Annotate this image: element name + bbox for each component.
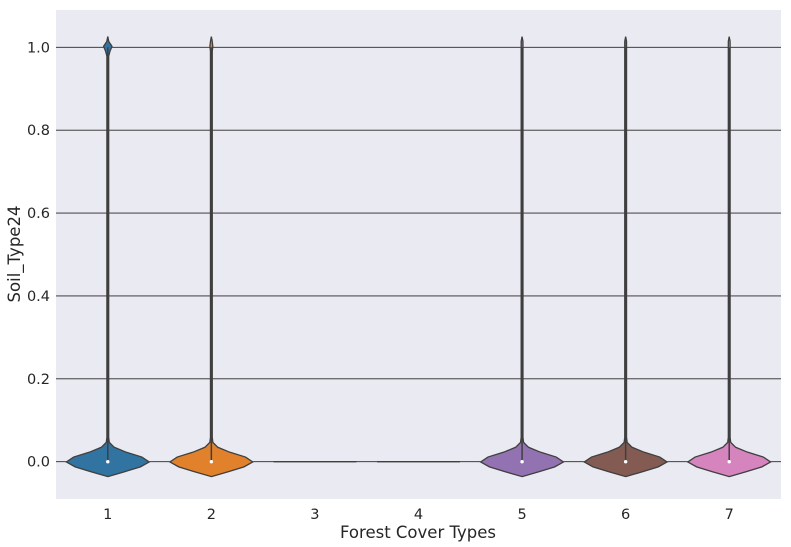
violin-median [209,460,214,464]
y-tick-label: 1.0 [27,40,50,56]
y-tick-label: 0.6 [27,206,50,222]
violin-median [520,460,524,464]
x-tick-label: 1 [103,507,112,523]
y-tick-label: 0.4 [27,289,50,305]
x-tick-label: 4 [414,507,423,523]
y-tick-labels: 0.0 0.2 0.4 0.6 0.8 1.0 [27,40,50,470]
violin-median [623,460,628,464]
y-axis-label: Soil_Type24 [5,206,25,303]
x-tick-label: 5 [517,507,526,523]
x-tick-labels: 1 2 3 4 5 6 7 [103,507,734,523]
violin-median [727,460,731,464]
y-tick-label: 0.2 [27,372,50,388]
plot-background [56,10,781,499]
x-axis-label: Forest Cover Types [340,523,496,542]
y-tick-label: 0.8 [27,123,50,139]
x-tick-label: 7 [725,507,734,523]
x-tick-label: 6 [621,507,630,523]
violin-median [106,460,110,464]
x-tick-label: 2 [207,507,216,523]
x-tick-label: 3 [310,507,319,523]
violins [65,36,772,478]
y-tick-label: 0.0 [27,455,50,471]
